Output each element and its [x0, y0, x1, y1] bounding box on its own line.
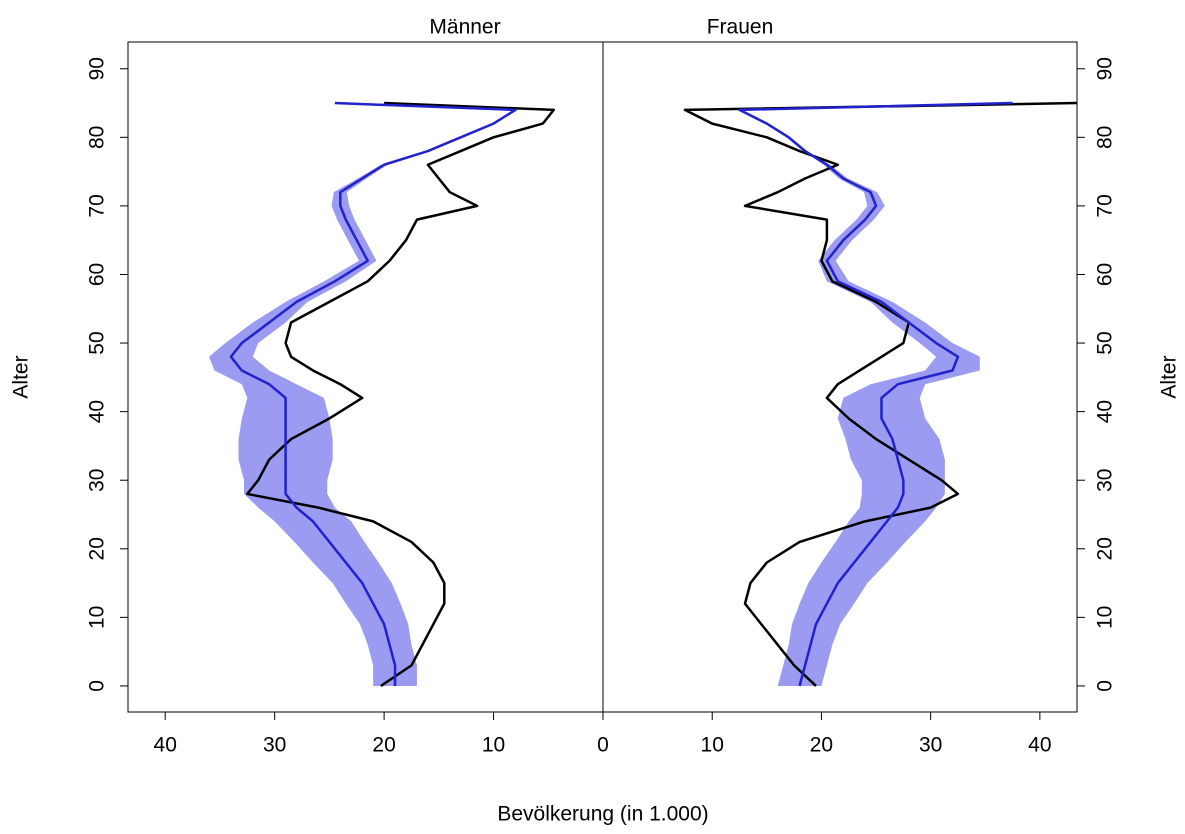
y-tick-label-right: 50 [1094, 331, 1117, 354]
x-tick-label: 30 [919, 734, 942, 757]
y-tick-label-right: 10 [1094, 606, 1117, 629]
y-tick-label: 50 [86, 331, 109, 354]
uncertainty-band [208, 103, 518, 686]
y-tick-label: 10 [86, 606, 109, 629]
observed-line [683, 101, 1077, 687]
y-tick-label-right: 20 [1094, 537, 1117, 560]
y-axis-label-right: Alter [1158, 355, 1181, 398]
x-tick-label: 40 [1028, 734, 1051, 757]
y-tick-label-right: 30 [1094, 469, 1117, 492]
x-tick-label: 0 [597, 734, 609, 757]
y-tick-label-right: 70 [1094, 194, 1117, 217]
y-tick-label: 20 [86, 537, 109, 560]
y-tick-label: 80 [86, 126, 109, 149]
observed-line [246, 101, 555, 687]
x-tick-label: 20 [810, 734, 833, 757]
x-tick-label: 30 [263, 734, 286, 757]
y-tick-label: 90 [86, 57, 109, 80]
x-axis-label: Bevölkerung (in 1.000) [497, 803, 708, 826]
y-axis-label: Alter [10, 355, 33, 398]
y-tick-label-right: 60 [1094, 263, 1117, 286]
y-tick-label-right: 0 [1094, 680, 1117, 692]
y-tick-label-right: 40 [1094, 400, 1117, 423]
x-tick-label: 10 [701, 734, 724, 757]
uncertainty-band [737, 103, 1015, 686]
y-tick-label: 60 [86, 263, 109, 286]
y-tick-label-right: 80 [1094, 126, 1117, 149]
x-tick-label: 40 [154, 734, 177, 757]
x-tick-label: 10 [482, 734, 505, 757]
y-tick-label-right: 90 [1094, 57, 1117, 80]
plot-area [208, 101, 1077, 687]
y-tick-label: 70 [86, 194, 109, 217]
y-tick-label: 0 [86, 680, 109, 692]
median-line [738, 101, 1013, 687]
y-tick-label: 40 [86, 400, 109, 423]
panel-title: Männer [429, 16, 500, 39]
median-line [229, 101, 517, 686]
y-tick-label: 30 [86, 469, 109, 492]
panel-title: Frauen [707, 16, 774, 39]
x-tick-label: 20 [372, 734, 395, 757]
